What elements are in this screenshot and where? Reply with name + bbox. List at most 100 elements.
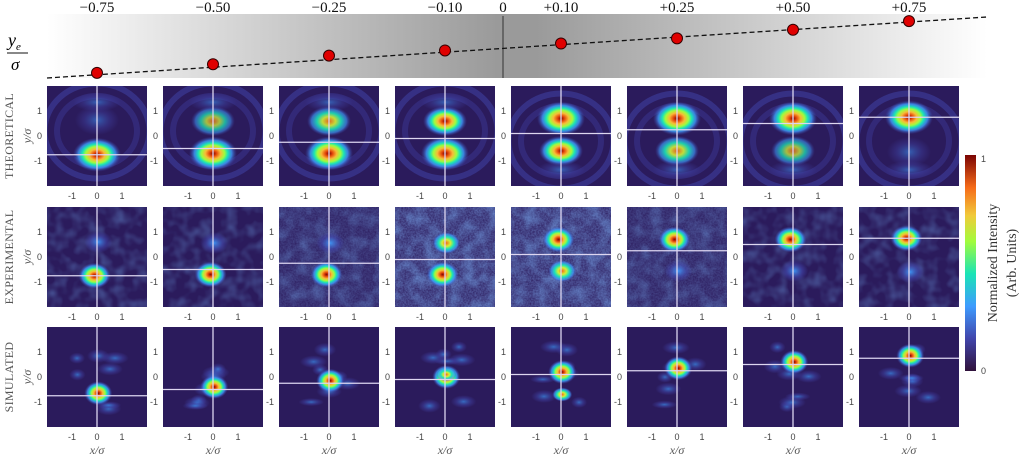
y-tick: 0 xyxy=(269,252,274,262)
x-tick: 1 xyxy=(351,432,356,442)
x-tick: 1 xyxy=(351,312,356,322)
y-tick: -1 xyxy=(846,156,854,166)
y-tick: 0 xyxy=(153,131,158,141)
ye-marker xyxy=(787,23,799,36)
x-tick: -1 xyxy=(300,191,308,201)
y-tick: 1 xyxy=(501,347,506,357)
row-label: THEORETICAL xyxy=(2,93,16,179)
x-axis-label: x/σ xyxy=(437,443,454,457)
x-tick: 1 xyxy=(583,312,588,322)
y-tick: -1 xyxy=(34,397,42,407)
panel-experiment: -1 1 0 0 1 -1 y/σ xyxy=(20,207,147,322)
x-tick: 1 xyxy=(235,432,240,442)
panel-experiment: -1 1 0 0 1 -1 xyxy=(846,207,959,322)
panel-theory: -1 1 0 0 1 -1 xyxy=(266,86,379,201)
x-tick: 0 xyxy=(558,191,563,201)
panel-experiment: -1 1 0 0 1 -1 xyxy=(614,207,727,322)
x-tick: 0 xyxy=(326,432,331,442)
x-tick: -1 xyxy=(68,191,76,201)
x-axis-label: x/σ xyxy=(901,443,918,457)
x-axis-label: x/σ xyxy=(321,443,338,457)
y-tick: 0 xyxy=(385,252,390,262)
column-label: −0.50 xyxy=(196,0,231,16)
y-tick: -1 xyxy=(614,397,622,407)
y-tick: -1 xyxy=(382,397,390,407)
panel-theory: -1 1 0 0 1 -1 xyxy=(846,86,959,201)
y-tick: 1 xyxy=(849,347,854,357)
y-tick: 1 xyxy=(385,347,390,357)
column-label: −0.25 xyxy=(312,0,347,16)
colorbar-min: 0 xyxy=(981,366,986,376)
y-tick: 0 xyxy=(37,372,42,382)
panel-simulation: -1 1 0 0 1 -1 x/σ xyxy=(498,327,611,457)
x-tick: 0 xyxy=(442,191,447,201)
ye-marker xyxy=(671,32,683,45)
x-tick: -1 xyxy=(764,432,772,442)
x-tick: -1 xyxy=(184,312,192,322)
y-tick: 1 xyxy=(617,227,622,237)
x-tick: 1 xyxy=(931,432,936,442)
colorbar: 1 0 Normalized Intensity (Arb. Units) xyxy=(965,154,1020,376)
x-tick: 0 xyxy=(210,312,215,322)
row-label: EXPERIMENTAL xyxy=(2,210,16,305)
panel-theory: -1 1 0 0 1 -1 xyxy=(730,86,843,201)
y-tick: 0 xyxy=(733,252,738,262)
panel-theory: -1 1 0 0 1 -1 xyxy=(382,86,495,201)
y-tick: 1 xyxy=(849,106,854,116)
panel-experiment: -1 1 0 0 1 -1 xyxy=(498,207,611,322)
x-tick: 0 xyxy=(674,191,679,201)
column-label: +0.25 xyxy=(660,0,695,16)
x-tick: -1 xyxy=(184,432,192,442)
x-axis-label: x/σ xyxy=(785,443,802,457)
x-tick: 0 xyxy=(94,312,99,322)
x-tick: -1 xyxy=(532,191,540,201)
x-tick: 1 xyxy=(931,191,936,201)
y-axis-label: y/σ xyxy=(20,249,34,266)
colorbar-max: 1 xyxy=(981,154,986,164)
y-tick: -1 xyxy=(34,156,42,166)
y-tick: 1 xyxy=(37,347,42,357)
panel-theory: -1 1 0 0 1 -1 xyxy=(498,86,611,201)
y-tick: 0 xyxy=(385,372,390,382)
x-axis-label: x/σ xyxy=(669,443,686,457)
x-tick: 1 xyxy=(699,191,704,201)
x-tick: -1 xyxy=(764,312,772,322)
x-tick: -1 xyxy=(880,191,888,201)
x-tick: 1 xyxy=(119,191,124,201)
y-tick: 0 xyxy=(153,252,158,262)
y-tick: 1 xyxy=(617,347,622,357)
ye-trend-line xyxy=(46,16,988,79)
panel-simulation: -1 1 0 0 1 -1 x/σ xyxy=(730,327,843,457)
y-tick: 0 xyxy=(269,372,274,382)
x-tick: 1 xyxy=(119,432,124,442)
y-tick: -1 xyxy=(266,277,274,287)
x-tick: -1 xyxy=(648,432,656,442)
x-axis-label: x/σ xyxy=(205,443,222,457)
y-tick: -1 xyxy=(730,397,738,407)
y-tick: -1 xyxy=(846,277,854,287)
y-tick: 0 xyxy=(617,372,622,382)
y-tick: 1 xyxy=(153,227,158,237)
y-tick: 1 xyxy=(385,106,390,116)
y-tick: 0 xyxy=(269,131,274,141)
x-tick: 1 xyxy=(583,191,588,201)
y-tick: 1 xyxy=(733,106,738,116)
x-tick: 1 xyxy=(467,191,472,201)
x-tick: -1 xyxy=(184,191,192,201)
x-tick: 1 xyxy=(699,432,704,442)
y-tick: 1 xyxy=(153,347,158,357)
y-tick: 1 xyxy=(733,227,738,237)
y-tick: 1 xyxy=(501,106,506,116)
ye-denominator: σ xyxy=(11,55,20,74)
colorbar-label-2: (Arb. Units) xyxy=(1005,228,1020,297)
x-tick: 0 xyxy=(906,312,911,322)
x-tick: -1 xyxy=(532,432,540,442)
x-tick: 0 xyxy=(906,191,911,201)
x-tick: 0 xyxy=(94,432,99,442)
zero-label: 0 xyxy=(499,0,507,16)
y-tick: -1 xyxy=(150,277,158,287)
ye-marker xyxy=(439,44,451,57)
y-tick: 1 xyxy=(269,106,274,116)
x-tick: 0 xyxy=(558,312,563,322)
